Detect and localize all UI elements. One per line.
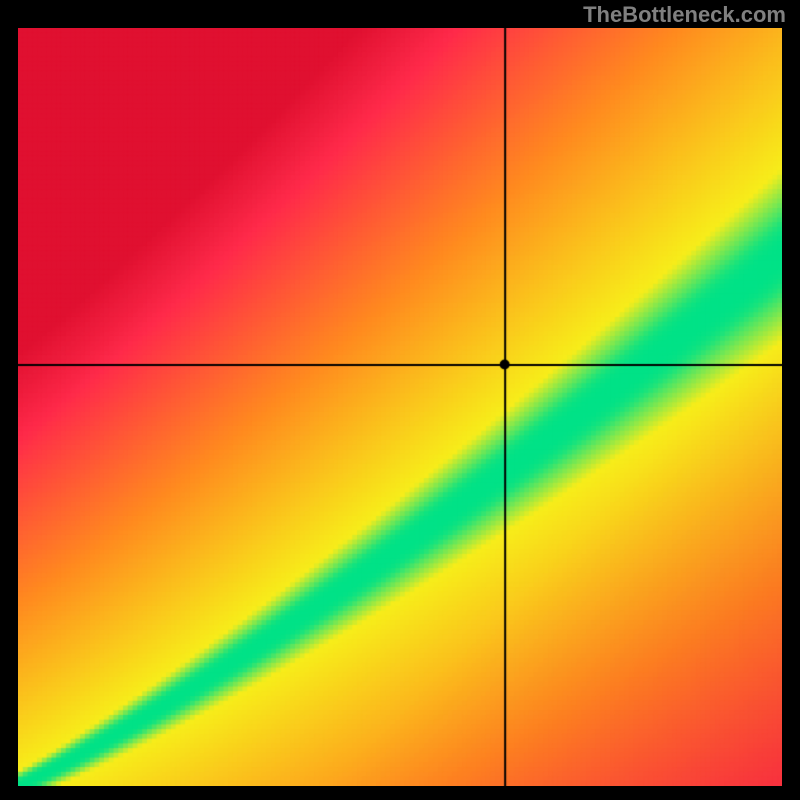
chart-container: TheBottleneck.com [0, 0, 800, 800]
bottleneck-heatmap [18, 28, 782, 786]
watermark-text: TheBottleneck.com [583, 2, 786, 28]
